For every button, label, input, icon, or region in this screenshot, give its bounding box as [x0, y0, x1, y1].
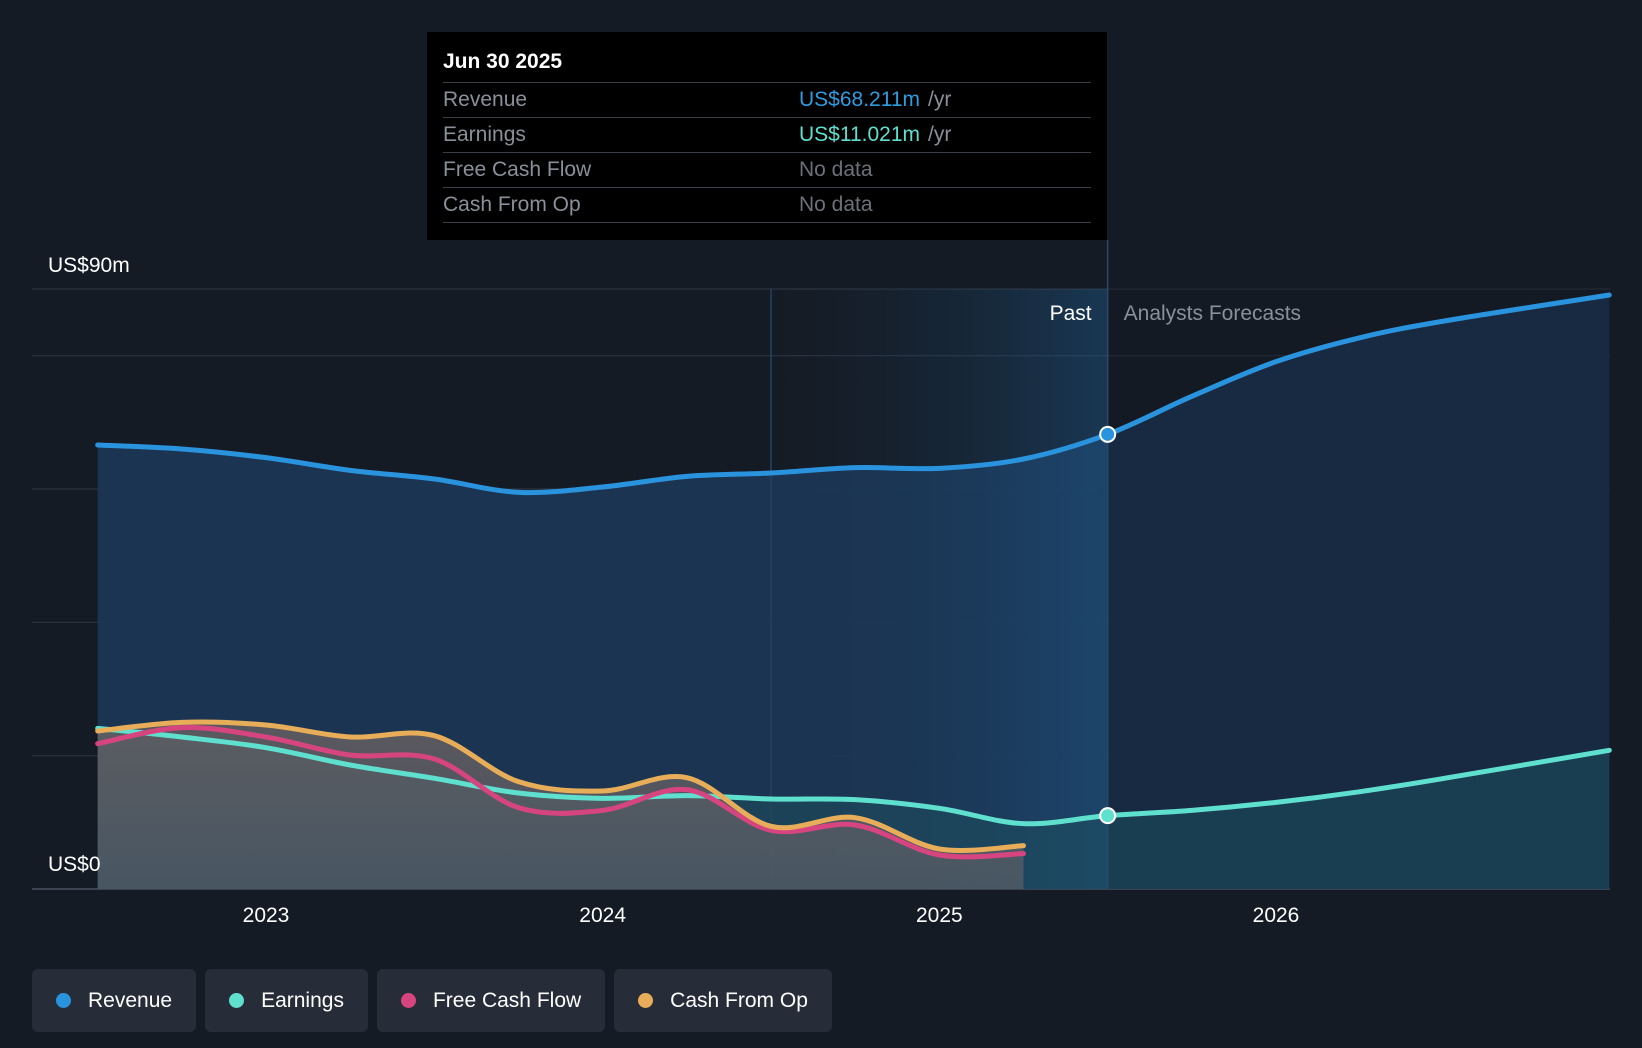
- legend-label: Earnings: [261, 988, 344, 1012]
- series-line-earnings: [95, 725, 1612, 827]
- x-tick-label: 2026: [1253, 904, 1300, 927]
- tooltip-label: Revenue: [443, 88, 528, 111]
- legend-label: Cash From Op: [670, 988, 808, 1012]
- tooltip: Jun 30 2025 Revenue US$68.211m /yr Earni…: [427, 32, 1107, 240]
- forecast-label: Analysts Forecasts: [1124, 302, 1301, 325]
- x-tick-label: 2023: [243, 904, 290, 927]
- tooltip-label: Cash From Op: [443, 193, 581, 216]
- y-axis-label-top: US$90m: [48, 254, 130, 277]
- legend-label: Free Cash Flow: [432, 988, 582, 1012]
- series-line-free-cash-flow: [95, 725, 1026, 860]
- tooltip-date: Jun 30 2025: [443, 50, 563, 73]
- legend-item-earnings[interactable]: Earnings: [205, 969, 368, 1032]
- tooltip-unit: /yr: [928, 88, 952, 111]
- tooltip-value: No data: [799, 193, 873, 216]
- legend-dot-icon: [400, 993, 416, 1008]
- legend: Revenue Earnings Free Cash Flow Cash Fro…: [32, 969, 832, 1032]
- marker-revenue: [1099, 425, 1117, 443]
- legend-label: Revenue: [88, 988, 173, 1012]
- legend-dot-icon: [229, 993, 245, 1008]
- x-tick-label: 2025: [916, 904, 963, 927]
- tooltip-row-revenue: Revenue US$68.211m /yr: [443, 82, 1091, 117]
- legend-dot-icon: [56, 993, 71, 1008]
- tooltip-label: Free Cash Flow: [443, 158, 592, 181]
- y-axis-label-bottom: US$0: [48, 853, 101, 876]
- legend-item-free-cash-flow[interactable]: Free Cash Flow: [376, 969, 606, 1032]
- tooltip-row-cash-from-op: Cash From Op No data: [443, 187, 1091, 223]
- marker-earnings: [1099, 807, 1117, 825]
- highlight-band: [771, 289, 1108, 889]
- series-line-revenue: [95, 292, 1612, 496]
- legend-item-cash-from-op[interactable]: Cash From Op: [614, 969, 832, 1032]
- x-tick-label: 2024: [579, 904, 626, 927]
- series-line-cash-from-op: [95, 719, 1026, 853]
- tooltip-unit: /yr: [928, 123, 952, 146]
- legend-item-revenue[interactable]: Revenue: [32, 969, 197, 1032]
- tooltip-row-free-cash-flow: Free Cash Flow No data: [443, 152, 1091, 187]
- tooltip-value: US$11.021m: [799, 123, 921, 146]
- legend-dot-icon: [638, 993, 654, 1008]
- past-label: Past: [1050, 302, 1092, 325]
- cash-from-op-area: [97, 721, 1024, 889]
- tooltip-value: US$68.211m: [799, 88, 921, 111]
- tooltip-value: No data: [799, 158, 873, 181]
- tooltip-row-earnings: Earnings US$11.021m /yr: [443, 117, 1091, 152]
- tooltip-label: Earnings: [443, 123, 526, 146]
